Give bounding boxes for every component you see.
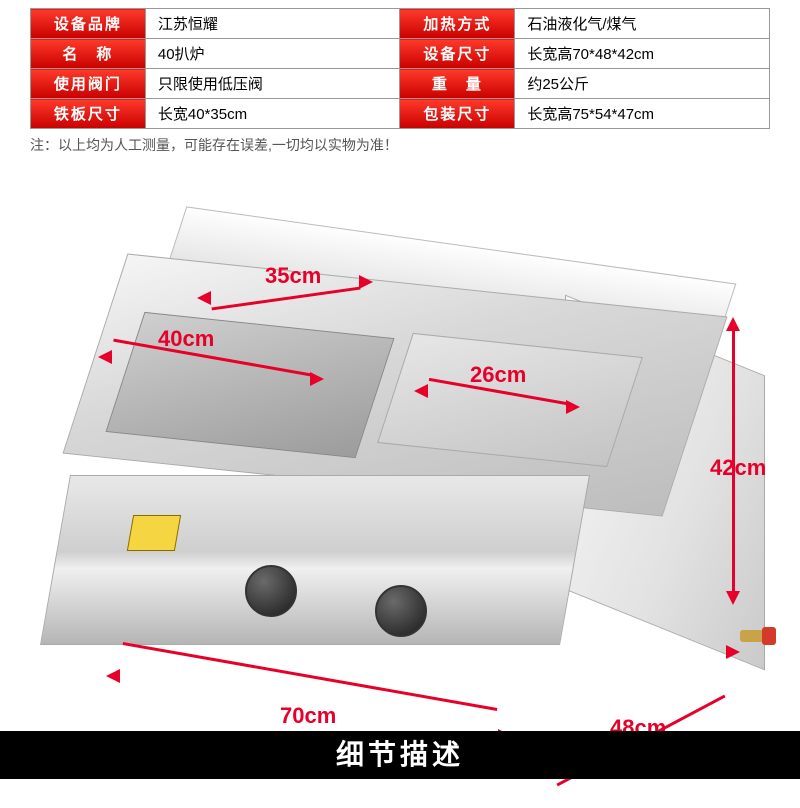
spec-value: 石油液化气/煤气 bbox=[515, 9, 770, 39]
spec-value: 长宽高70*48*42cm bbox=[515, 39, 770, 69]
control-knob bbox=[375, 585, 427, 637]
table-row: 铁板尺寸 长宽40*35cm 包装尺寸 长宽高75*54*47cm bbox=[31, 99, 770, 129]
spec-value: 40扒炉 bbox=[145, 39, 400, 69]
grill-plate-left bbox=[106, 312, 395, 458]
spec-label: 包装尺寸 bbox=[400, 99, 515, 129]
dimension-text: 26cm bbox=[470, 362, 526, 388]
spec-label: 加热方式 bbox=[400, 9, 515, 39]
table-row: 设备品牌 江苏恒耀 加热方式 石油液化气/煤气 bbox=[31, 9, 770, 39]
warning-label-icon bbox=[127, 515, 181, 551]
dimension-text: 40cm bbox=[158, 326, 214, 352]
measurement-note: 注：以上均为人工测量，可能存在误差,一切均以实物为准！ bbox=[30, 135, 770, 155]
spec-label: 名 称 bbox=[31, 39, 146, 69]
spec-label: 设备尺寸 bbox=[400, 39, 515, 69]
grill-plate-right bbox=[377, 333, 643, 467]
table-row: 使用阀门 只限使用低压阀 重 量 约25公斤 bbox=[31, 69, 770, 99]
spec-value: 只限使用低压阀 bbox=[145, 69, 400, 99]
spec-label: 重 量 bbox=[400, 69, 515, 99]
spec-value: 约25公斤 bbox=[515, 69, 770, 99]
spec-label: 设备品牌 bbox=[31, 9, 146, 39]
drain-tap-icon bbox=[740, 630, 766, 642]
spec-table: 设备品牌 江苏恒耀 加热方式 石油液化气/煤气 名 称 40扒炉 设备尺寸 长宽… bbox=[30, 8, 770, 129]
dimension-text: 42cm bbox=[710, 455, 766, 481]
spec-value: 江苏恒耀 bbox=[145, 9, 400, 39]
product-diagram: 35cm 40cm 26cm 70cm 48cm 42cm 细节描述 bbox=[0, 165, 800, 765]
control-knob bbox=[245, 565, 297, 617]
dimension-text: 70cm bbox=[280, 703, 336, 729]
spec-label: 铁板尺寸 bbox=[31, 99, 146, 129]
box-front bbox=[40, 475, 590, 645]
spec-value: 长宽40*35cm bbox=[145, 99, 400, 129]
dimension-text: 35cm bbox=[265, 263, 321, 289]
table-row: 名 称 40扒炉 设备尺寸 长宽高70*48*42cm bbox=[31, 39, 770, 69]
section-footer: 细节描述 bbox=[0, 731, 800, 779]
spec-value: 长宽高75*54*47cm bbox=[515, 99, 770, 129]
spec-label: 使用阀门 bbox=[31, 69, 146, 99]
